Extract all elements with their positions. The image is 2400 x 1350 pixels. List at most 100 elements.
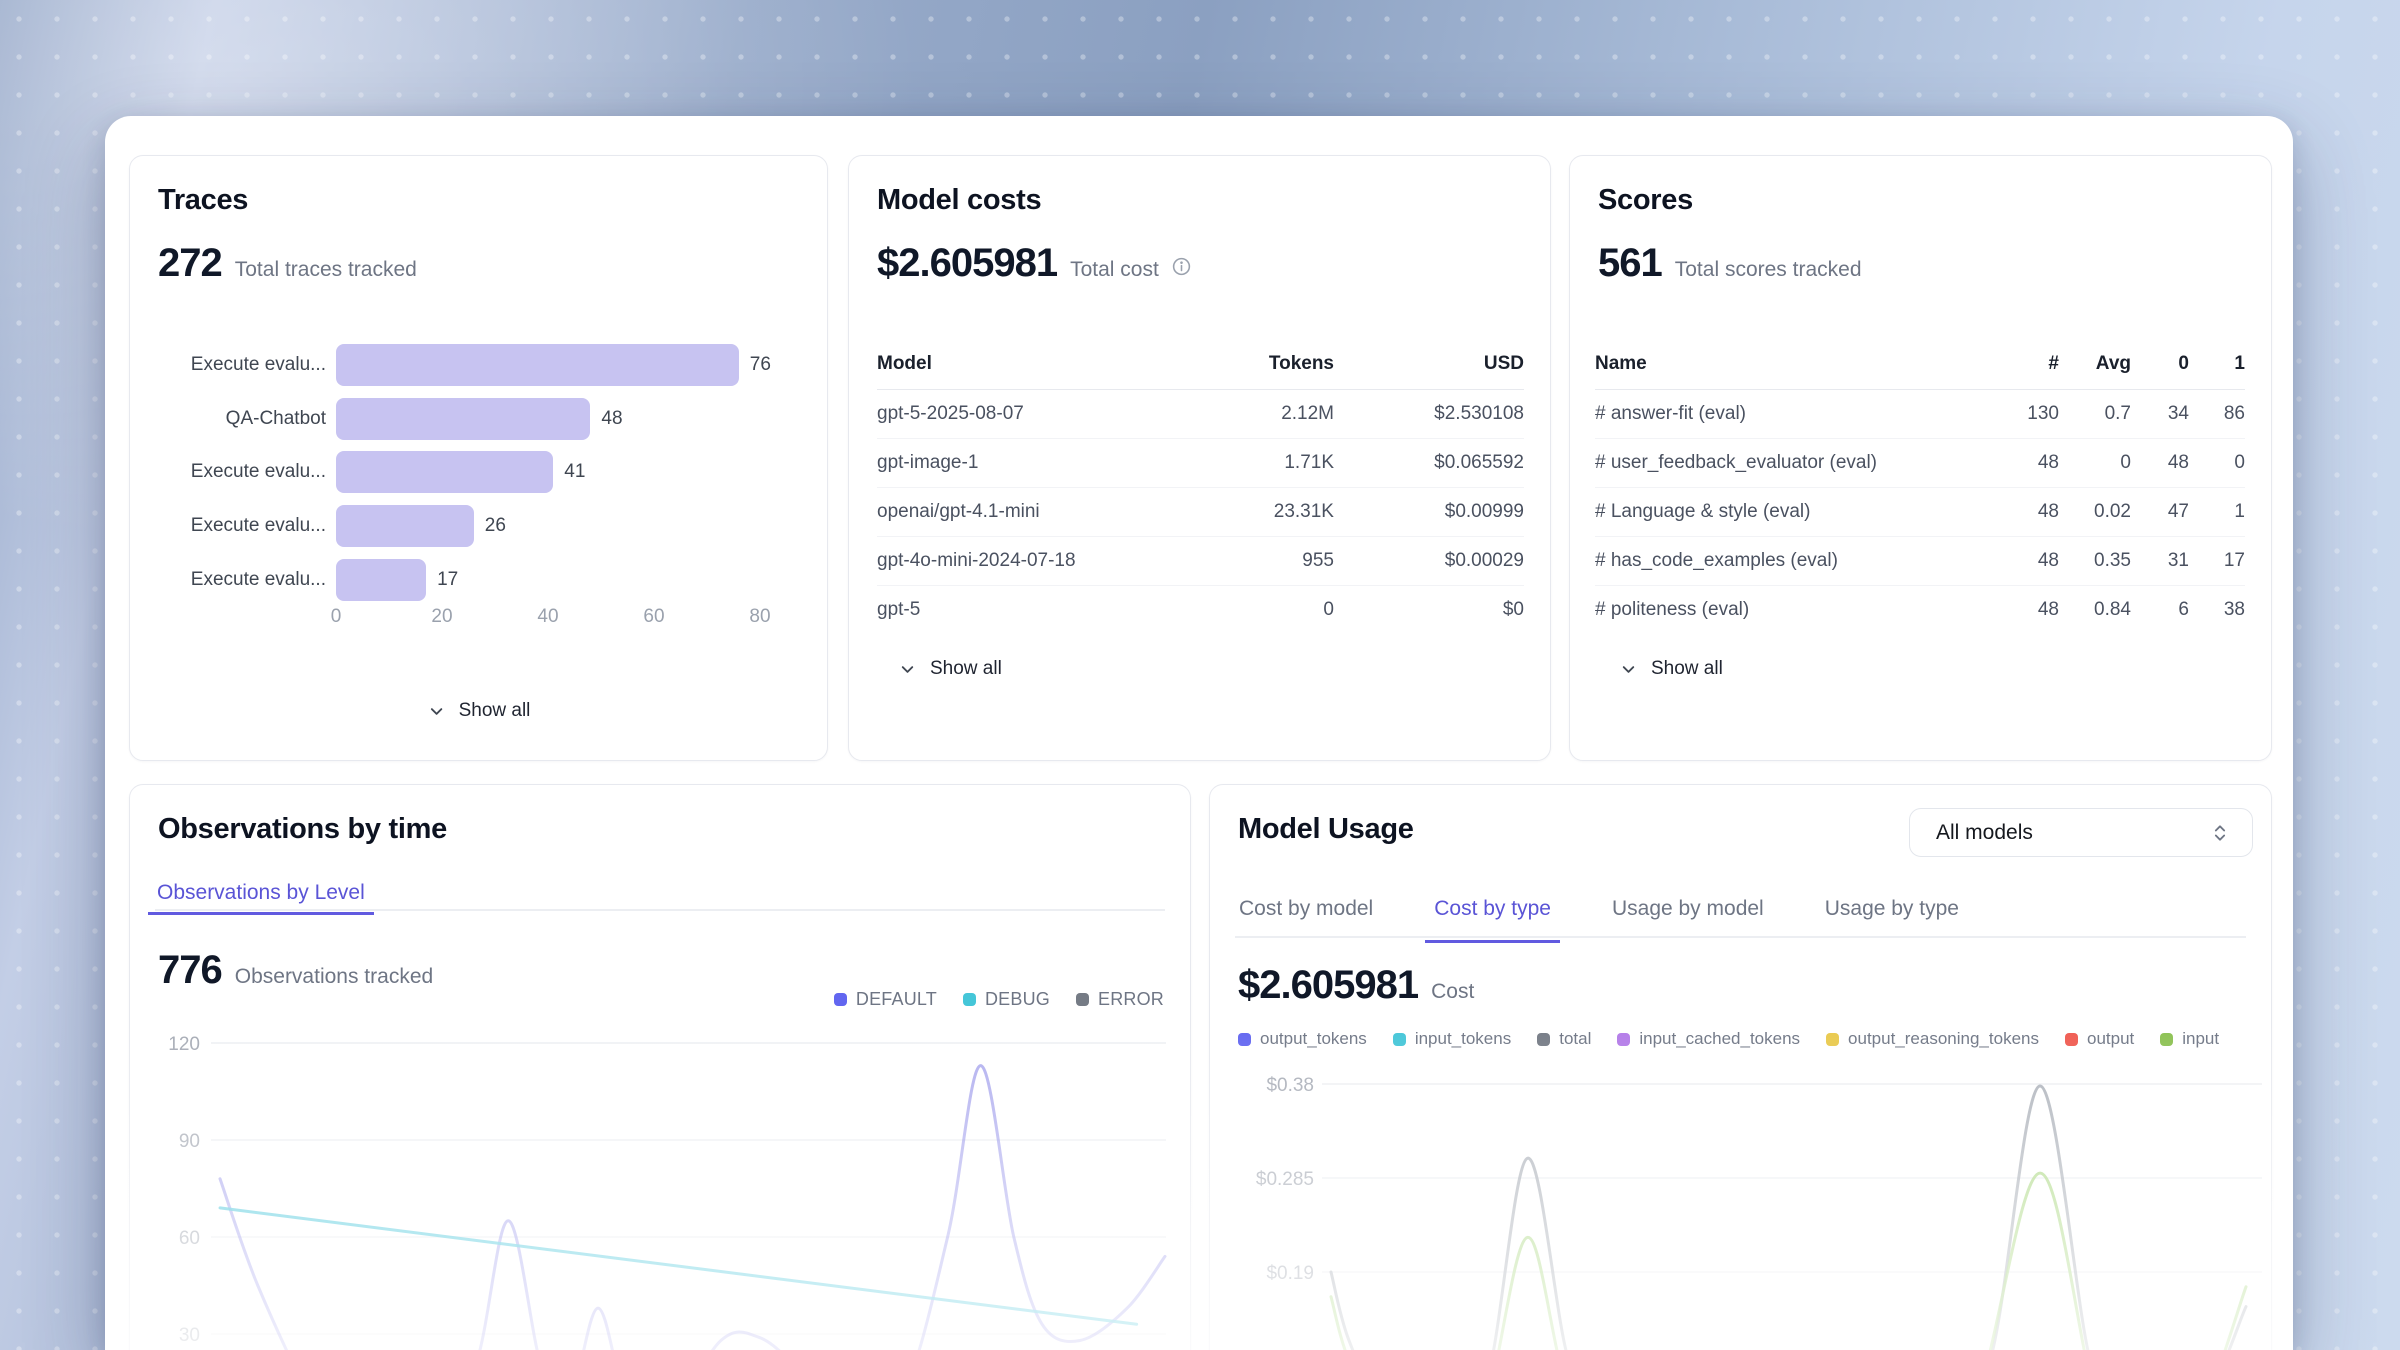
table-cell: gpt-4o-mini-2024-07-18	[877, 550, 1076, 571]
table-cell: $0.065592	[1434, 452, 1524, 473]
model-costs-metric-label: Total cost	[1070, 258, 1159, 281]
trace-bar-value: 41	[564, 461, 586, 483]
table-cell: # politeness (eval)	[1595, 599, 1750, 620]
model-usage-card: Model Usage All models Cost by model Cost…	[1209, 784, 2272, 1350]
traces-card: Traces 272 Total traces tracked Execute …	[129, 155, 828, 761]
table-row: # answer-fit (eval) 130 0.7 34 86	[1595, 390, 2245, 439]
legend-item: DEFAULT	[833, 989, 937, 1010]
trace-bar-value: 17	[437, 568, 459, 590]
table-cell: 48	[2037, 452, 2059, 473]
table-cell: 1.71K	[1284, 452, 1334, 473]
scores-metric-value: 561	[1598, 241, 1663, 285]
table-cell: 48	[2037, 599, 2059, 620]
table-cell: gpt-5	[877, 599, 921, 620]
legend-swatch	[1238, 1032, 1251, 1046]
table-body: # answer-fit (eval) 130 0.7 34 86 # user_feed…	[1595, 390, 2245, 634]
y-axis-label: 30	[179, 1325, 200, 1346]
table-header-cell: Name	[1595, 353, 1647, 374]
table-cell: 955	[1302, 550, 1334, 571]
table-cell: 6	[2178, 599, 2189, 620]
model-usage-metric: $2.605981 Cost	[1238, 963, 1474, 1008]
tab-usage-by-type[interactable]: Usage by type	[1824, 897, 1959, 920]
traces-x-axis: 0 20 40 60 80	[158, 606, 799, 630]
table-cell: 0	[2120, 452, 2131, 473]
trace-bar-label: Execute evalu...	[190, 514, 326, 536]
table-cell: # Language & style (eval)	[1595, 501, 1811, 522]
tab-cost-by-model[interactable]: Cost by model	[1239, 897, 1374, 920]
legend-swatch	[1075, 993, 1089, 1006]
model-costs-show-all-button[interactable]: Show all	[898, 658, 1002, 680]
info-icon	[1172, 257, 1190, 276]
trace-bar-value: 48	[601, 407, 623, 429]
observations-line-chart: 120 90 60 30	[168, 1034, 1167, 1350]
legend-swatch	[2064, 1032, 2078, 1046]
table-cell: 17	[2223, 550, 2245, 571]
table-cell: 48	[2037, 501, 2059, 522]
model-costs-card: Model costs $2.605981 Total cost Model To…	[848, 155, 1551, 761]
dashboard-panel: Traces 272 Total traces tracked Execute …	[105, 116, 2293, 1350]
table-header-row: Model Tokens USD	[877, 339, 1524, 390]
tab-cost-by-type[interactable]: Cost by type	[1425, 885, 1560, 943]
y-axis-label: 90	[179, 1131, 200, 1152]
model-usage-metric-label: Cost	[1431, 980, 1475, 1003]
table-cell: 48	[2167, 452, 2189, 473]
traces-card-title: Traces	[158, 184, 249, 216]
x-axis-tick: 20	[431, 606, 453, 627]
table-cell: $0.00999	[1444, 501, 1524, 522]
table-row: # Language & style (eval) 48 0.02 47 1	[1595, 488, 2245, 537]
legend-label: output	[2086, 1029, 2135, 1048]
model-filter-dropdown[interactable]: All models	[1909, 808, 2253, 857]
scores-card-title: Scores	[1598, 184, 1693, 216]
traces-metric-value: 272	[158, 241, 223, 285]
traces-metric-label: Total traces tracked	[234, 258, 417, 281]
y-axis-label: 60	[179, 1228, 200, 1249]
table-cell: 47	[2167, 501, 2189, 522]
observations-tabs: Observations by Level	[148, 869, 374, 915]
traces-show-all-button[interactable]: Show all	[427, 700, 531, 722]
legend-label: DEFAULT	[855, 989, 937, 1009]
legend-swatch	[833, 993, 847, 1006]
model-usage-legend: output_tokens input_tokens total input_cach…	[1238, 1029, 2271, 1049]
table-cell: openai/gpt-4.1-mini	[877, 501, 1040, 522]
observations-metric: 776 Observations tracked	[158, 948, 433, 993]
trace-bar-value: 76	[749, 353, 771, 375]
tab-observations-by-level[interactable]: Observations by Level	[148, 869, 374, 915]
trace-bar-row: Execute evalu... 17	[158, 553, 799, 607]
model-filter-value: All models	[1936, 820, 2033, 844]
table-cell: 86	[2223, 403, 2245, 424]
chevrons-up-down-icon	[2214, 824, 2226, 841]
trace-bar-label: Execute evalu...	[190, 461, 326, 483]
series-line-debug	[218, 1206, 1139, 1326]
table-header-cell: #	[2048, 353, 2059, 374]
show-all-label: Show all	[930, 658, 1002, 679]
table-row: gpt-5 0 $0	[877, 586, 1524, 634]
legend-item: input_cached_tokens	[1617, 1029, 1800, 1049]
trace-bar-row: QA-Chatbot 48	[158, 392, 799, 446]
table-row: # user_feedback_evaluator (eval) 48 0 48 0	[1595, 439, 2245, 488]
model-costs-metric: $2.605981 Total cost	[877, 241, 1192, 286]
scores-show-all-button[interactable]: Show all	[1619, 658, 1723, 680]
tab-usage-by-model[interactable]: Usage by model	[1611, 897, 1764, 920]
table-cell: 0.02	[2094, 501, 2131, 522]
chevron-down-icon	[1622, 665, 1635, 673]
observations-card-title: Observations by time	[158, 813, 447, 845]
model-costs-table: Model Tokens USD gpt-5-2025-08-07 2.12M $2.53…	[877, 339, 1524, 634]
model-costs-metric-value: $2.605981	[877, 241, 1058, 285]
legend-label: total	[1559, 1029, 1592, 1048]
table-cell: 0.7	[2104, 403, 2131, 424]
trace-bar	[336, 343, 739, 386]
scores-metric: 561 Total scores tracked	[1598, 241, 1862, 286]
trace-bar-row: Execute evalu... 41	[158, 445, 799, 499]
table-cell: 130	[2027, 403, 2059, 424]
trace-bar-row: Execute evalu... 76	[158, 338, 799, 392]
table-row: openai/gpt-4.1-mini 23.31K $0.00999	[877, 488, 1524, 537]
show-all-label: Show all	[458, 700, 531, 721]
x-axis-tick: 80	[749, 606, 771, 627]
table-cell: 34	[2167, 403, 2189, 424]
table-cell: # answer-fit (eval)	[1595, 403, 1746, 424]
tabs-divider	[1235, 936, 2246, 938]
legend-label: input	[2182, 1029, 2220, 1048]
table-row: gpt-5-2025-08-07 2.12M $2.530108	[877, 390, 1524, 439]
show-all-label: Show all	[1651, 658, 1723, 679]
